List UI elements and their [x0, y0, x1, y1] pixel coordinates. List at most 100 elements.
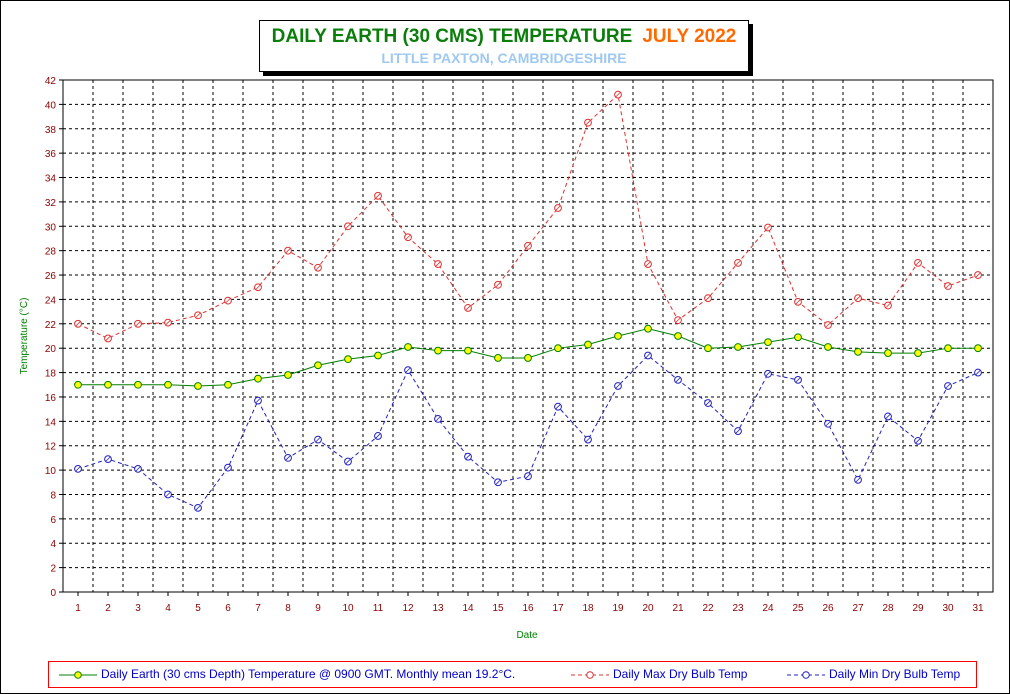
x-tick-label: 11	[373, 603, 384, 614]
y-tick-label: 40	[45, 100, 57, 111]
point-earth	[554, 344, 562, 353]
y-tick-label: 36	[45, 149, 57, 160]
point-earth	[134, 380, 142, 389]
point-max-mark	[705, 295, 711, 301]
point-min-mark	[525, 473, 531, 479]
point-max-mark	[375, 193, 381, 199]
point-earth	[344, 355, 352, 364]
point-earth	[104, 380, 112, 389]
x-tick-label: 31	[972, 603, 984, 614]
point-earth	[734, 343, 742, 351]
point-earth	[254, 374, 262, 383]
point-min-mark	[735, 428, 741, 434]
point-max-mark	[555, 205, 561, 211]
x-tick-label: 14	[462, 603, 474, 614]
y-tick-label: 28	[45, 247, 57, 258]
point-min-mark	[405, 367, 411, 373]
point-earth	[794, 333, 802, 342]
y-tick-label: 8	[50, 490, 56, 501]
point-earth	[584, 340, 592, 349]
point-max-mark	[135, 321, 141, 327]
point-earth	[974, 344, 982, 353]
point-earth	[824, 343, 832, 351]
point-max-mark	[825, 322, 831, 328]
point-max-mark	[645, 261, 651, 267]
x-tick-label: 27	[852, 603, 864, 614]
point-max-mark	[585, 120, 591, 125]
y-axis-title: Temperature (°C)	[19, 298, 30, 375]
x-tick-label: 13	[432, 603, 444, 614]
point-min-mark	[645, 353, 651, 358]
x-tick-label: 4	[165, 603, 171, 614]
x-tick-label: 1	[75, 603, 81, 614]
point-max-mark	[615, 92, 621, 97]
point-min-mark	[885, 414, 891, 419]
series-line-min	[77, 354, 979, 509]
point-min-mark	[105, 456, 111, 462]
point-max-mark	[315, 265, 321, 271]
point-earth	[614, 332, 622, 340]
x-tick-label: 10	[342, 603, 354, 614]
x-tick-label: 7	[255, 603, 261, 614]
x-tick-label: 18	[582, 603, 594, 614]
legend-max-symbol	[571, 671, 609, 679]
point-min-mark	[975, 370, 981, 375]
point-min-mark	[675, 377, 681, 383]
point-earth	[74, 380, 82, 389]
point-max-mark	[765, 225, 771, 230]
point-max-mark	[195, 312, 201, 318]
point-earth	[854, 347, 862, 356]
point-max-mark	[225, 298, 231, 303]
point-earth	[404, 343, 412, 351]
point-max-mark	[345, 224, 351, 229]
point-min-mark	[375, 433, 381, 439]
x-tick-label: 24	[762, 603, 774, 614]
x-tick-label: 3	[135, 603, 141, 614]
legend-item-earth: Daily Earth (30 cms Depth) Temperature @…	[59, 667, 515, 681]
legend-item-min: Daily Min Dry Bulb Temp	[787, 667, 960, 681]
y-tick-label: 18	[45, 369, 57, 380]
y-tick-label: 34	[45, 174, 57, 185]
point-max-mark	[915, 260, 921, 266]
point-min-mark	[945, 383, 951, 389]
x-tick-label: 21	[672, 603, 684, 614]
chart-month: JULY 2022	[642, 26, 737, 47]
point-earth	[164, 380, 172, 389]
point-min-mark	[765, 371, 771, 377]
point-max-mark	[885, 303, 891, 308]
point-min-mark	[825, 421, 831, 427]
plot-area	[62, 79, 994, 593]
title-box: DAILY EARTH (30 CMS) TEMPERATURE JULY 202…	[259, 20, 749, 72]
x-tick-label: 16	[522, 603, 534, 614]
point-min-mark	[495, 480, 501, 485]
legend-item-max: Daily Max Dry Bulb Temp	[571, 667, 747, 681]
point-earth	[674, 332, 682, 340]
point-min-mark	[585, 437, 591, 442]
x-tick-label: 15	[492, 603, 504, 614]
point-min-mark	[615, 383, 621, 389]
point-earth	[284, 371, 292, 379]
y-tick-label: 26	[45, 271, 57, 282]
x-tick-label: 30	[942, 603, 954, 614]
series-line-max	[77, 93, 979, 339]
legend-max-label: Daily Max Dry Bulb Temp	[613, 667, 748, 681]
y-tick-label: 16	[45, 393, 57, 404]
point-min-mark	[135, 466, 141, 472]
x-tick-label: 23	[732, 603, 744, 614]
legend-min-symbol	[787, 671, 825, 679]
x-tick-label: 22	[702, 603, 714, 614]
point-earth	[434, 346, 442, 355]
point-min-mark	[555, 404, 561, 409]
point-earth	[224, 380, 232, 389]
y-tick-label: 0	[50, 588, 56, 599]
x-tick-label: 25	[792, 603, 804, 614]
y-tick-label: 4	[50, 539, 56, 550]
x-tick-label: 5	[195, 603, 201, 614]
point-max-mark	[75, 321, 81, 327]
x-tick-label: 2	[105, 603, 111, 614]
y-tick-label: 24	[45, 295, 57, 306]
point-earth	[464, 346, 472, 355]
point-earth	[704, 344, 712, 353]
point-earth	[194, 382, 202, 390]
x-tick-label: 19	[612, 603, 624, 614]
